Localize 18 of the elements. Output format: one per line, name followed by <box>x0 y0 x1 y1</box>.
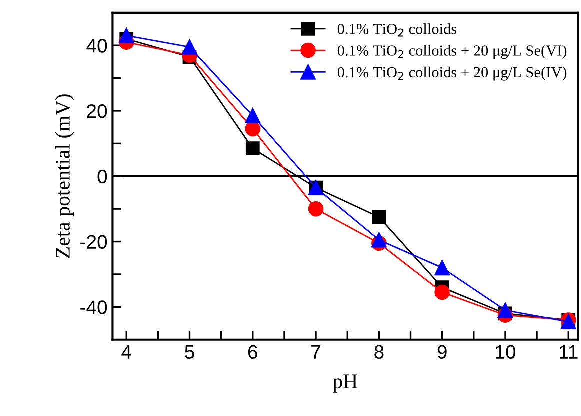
x-axis-title: pH <box>333 374 358 393</box>
legend-label: 0.1% TiO$_{2}$ colloids + 20 μg/L Se(VI) <box>338 45 567 60</box>
legend-label: 0.1% TiO$_{2}$ colloids + 20 μg/L Se(IV) <box>338 66 567 81</box>
x-tick-label: 9 <box>438 345 447 360</box>
x-tick-label: 5 <box>185 345 194 360</box>
y-tick-label: 40 <box>86 39 108 53</box>
y-tick-label: -40 <box>80 300 108 314</box>
x-tick-label: 8 <box>374 345 384 360</box>
x-tick-label: 7 <box>312 345 320 359</box>
x-tick-label: 6 <box>248 345 258 360</box>
y-tick-label: 20 <box>87 104 108 118</box>
y-tick-label: 0 <box>98 170 108 184</box>
x-tick-label: 11 <box>560 345 578 359</box>
y-tick-label: -20 <box>80 235 108 250</box>
x-tick-label: 4 <box>122 345 132 359</box>
y-axis-title: Zeta potential (mV) <box>55 94 74 258</box>
x-tick-label: 10 <box>496 345 516 360</box>
legend-label: 0.1% TiO$_{2}$ colloids <box>338 24 457 37</box>
